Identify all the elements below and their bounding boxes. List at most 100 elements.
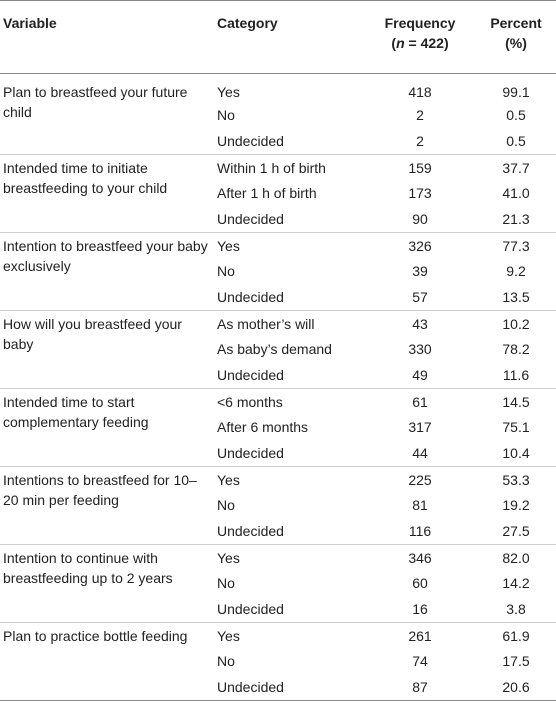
table-row: No 60 14.2 bbox=[0, 570, 556, 596]
frequency-cell: 87 bbox=[412, 679, 428, 695]
percent-cell: 13.5 bbox=[502, 289, 530, 305]
table-row: Undecided 44 10.4 bbox=[0, 440, 556, 466]
category-cell: No bbox=[217, 653, 235, 669]
header-frequency-line1: Frequency bbox=[384, 15, 456, 31]
frequency-cell: 225 bbox=[408, 471, 432, 488]
frequency-cell: 90 bbox=[412, 211, 428, 227]
variable-cell: Intended time to start complementary fee… bbox=[3, 393, 149, 430]
percent-cell: 20.6 bbox=[502, 679, 530, 695]
frequency-cell: 173 bbox=[408, 185, 432, 201]
table-row: Undecided 90 21.3 bbox=[0, 206, 556, 232]
frequency-cell: 317 bbox=[408, 419, 432, 435]
category-cell: Yes bbox=[217, 549, 240, 566]
frequency-cell: 346 bbox=[408, 549, 432, 566]
table-body: Plan to breastfeed your future child Yes 4… bbox=[0, 74, 556, 700]
table-row: After 1 h of birth 173 41.0 bbox=[0, 180, 556, 206]
frequency-cell: 261 bbox=[408, 627, 432, 644]
table-row: Intention to breastfeed your baby exclus… bbox=[0, 232, 556, 274]
table-row: Undecided 116 27.5 bbox=[0, 518, 556, 544]
percent-cell: 3.8 bbox=[506, 601, 526, 617]
category-cell: After 6 months bbox=[217, 419, 309, 435]
frequency-cell: 16 bbox=[412, 601, 428, 617]
category-cell: No bbox=[217, 575, 235, 591]
header-frequency-n: n bbox=[396, 35, 405, 51]
variable-cell: Intention to breastfeed your baby exclus… bbox=[3, 237, 208, 274]
category-cell: No bbox=[217, 263, 235, 279]
table-row: Intended time to initiate breastfeeding … bbox=[0, 154, 556, 196]
table-row: No 2 0.5 bbox=[0, 102, 556, 128]
table-row: No 81 19.2 bbox=[0, 492, 556, 518]
frequency-cell: 2 bbox=[416, 107, 424, 123]
percent-cell: 9.2 bbox=[506, 263, 526, 279]
variable-cell: Plan to practice bottle feeding bbox=[3, 627, 188, 644]
category-cell: Undecided bbox=[217, 523, 284, 539]
frequency-cell: 44 bbox=[412, 445, 428, 461]
frequency-cell: 326 bbox=[408, 237, 432, 254]
percent-cell: 17.5 bbox=[502, 653, 530, 669]
percent-cell: 78.2 bbox=[502, 341, 530, 357]
category-cell: <6 months bbox=[217, 393, 283, 410]
header-frequency-open: ( bbox=[391, 35, 397, 51]
table-row: After 6 months 317 75.1 bbox=[0, 414, 556, 440]
table-row: No 74 17.5 bbox=[0, 648, 556, 674]
header-frequency-line2: (n = 422) bbox=[364, 33, 476, 53]
category-cell: Undecided bbox=[217, 445, 284, 461]
category-cell: Undecided bbox=[217, 679, 284, 695]
table-row: Undecided 87 20.6 bbox=[0, 674, 556, 700]
table-row: Plan to practice bottle feeding Yes 261 61.… bbox=[0, 622, 556, 648]
percent-cell: 19.2 bbox=[502, 497, 530, 513]
table-row: Intended time to start complementary fee… bbox=[0, 388, 556, 430]
frequency-cell: 418 bbox=[408, 84, 432, 100]
frequency-cell: 74 bbox=[412, 653, 428, 669]
category-cell: Undecided bbox=[217, 601, 284, 617]
table-header: Variable Category Frequency (n = 422) Pe… bbox=[0, 0, 556, 74]
table-row: Intentions to breastfeed for 10–20 min p… bbox=[0, 466, 556, 508]
category-cell: Undecided bbox=[217, 133, 284, 149]
category-cell: Undecided bbox=[217, 367, 284, 383]
variable-cell: Intention to continue with breastfeeding… bbox=[3, 549, 173, 586]
frequency-cell: 39 bbox=[412, 263, 428, 279]
table-row: Undecided 57 13.5 bbox=[0, 284, 556, 310]
variable-cell: Intentions to breastfeed for 10–20 min p… bbox=[3, 471, 197, 508]
frequency-cell: 159 bbox=[408, 159, 432, 176]
percent-cell: 0.5 bbox=[506, 107, 526, 123]
percent-cell: 53.3 bbox=[502, 471, 530, 488]
table-row: Undecided 2 0.5 bbox=[0, 128, 556, 154]
header-category: Category bbox=[217, 15, 278, 31]
frequency-cell: 43 bbox=[412, 315, 428, 332]
frequency-cell: 81 bbox=[412, 497, 428, 513]
category-cell: Yes bbox=[217, 627, 240, 644]
category-cell: Yes bbox=[217, 237, 240, 254]
percent-cell: 41.0 bbox=[502, 185, 530, 201]
percent-cell: 99.1 bbox=[502, 84, 530, 100]
table-row: Plan to breastfeed your future child Yes 4… bbox=[0, 74, 556, 120]
header-row: Variable Category Frequency (n = 422) Pe… bbox=[0, 1, 556, 74]
category-cell: After 1 h of birth bbox=[217, 185, 317, 201]
percent-cell: 61.9 bbox=[502, 627, 530, 644]
percent-cell: 75.1 bbox=[502, 419, 530, 435]
percent-cell: 11.6 bbox=[502, 367, 530, 383]
frequency-cell: 60 bbox=[412, 575, 428, 591]
variable-cell: Intended time to initiate breastfeeding … bbox=[3, 159, 168, 196]
frequency-cell: 61 bbox=[412, 393, 428, 410]
percent-cell: 0.5 bbox=[506, 133, 526, 149]
percent-cell: 82.0 bbox=[502, 549, 530, 566]
category-cell: Undecided bbox=[217, 211, 284, 227]
percent-cell: 77.3 bbox=[502, 237, 530, 254]
header-frequency: Frequency (n = 422) bbox=[364, 1, 476, 74]
category-cell: As mother’s will bbox=[217, 315, 315, 332]
header-percent-line2: (%) bbox=[505, 35, 527, 51]
variable-cell: How will you breastfeed your baby bbox=[3, 315, 182, 352]
variable-cell: Plan to breastfeed your future child bbox=[3, 84, 188, 120]
category-cell: Undecided bbox=[217, 289, 284, 305]
table-row: Undecided 49 11.6 bbox=[0, 362, 556, 388]
frequency-cell: 330 bbox=[408, 341, 432, 357]
table-row: As baby’s demand 330 78.2 bbox=[0, 336, 556, 362]
percent-cell: 10.4 bbox=[502, 445, 530, 461]
percent-cell: 27.5 bbox=[502, 523, 530, 539]
percent-cell: 10.2 bbox=[502, 315, 530, 332]
category-cell: Yes bbox=[217, 471, 240, 488]
category-cell: As baby’s demand bbox=[217, 341, 332, 357]
table-row: No 39 9.2 bbox=[0, 258, 556, 284]
